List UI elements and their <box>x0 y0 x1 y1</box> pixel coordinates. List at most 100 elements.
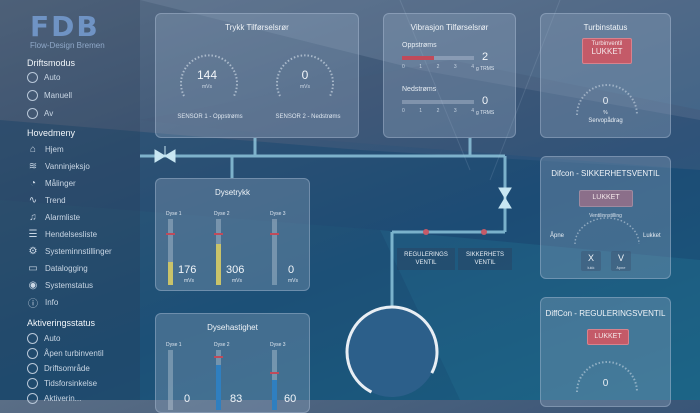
gauge-downstream-label: SENSOR 2 - Nedstrøms <box>275 114 341 120</box>
vibration-upstream-unit: g TRMS <box>476 66 495 72</box>
gauge-downstream-unit: mVs <box>300 84 310 90</box>
safety-close-button[interactable]: X lukk <box>581 251 601 271</box>
nozzle-speed-title: Dysehastighet <box>207 323 258 332</box>
activation-open-valve: Åpen turbinventil <box>27 346 104 360</box>
menu-item-measurements[interactable]: ◔ Målinger <box>27 176 76 190</box>
mode-auto[interactable]: Auto <box>27 70 60 84</box>
gauge-upstream-unit: mVs <box>202 84 212 90</box>
menu-item-datalog[interactable]: ▭ Datalogging <box>28 262 88 274</box>
menu-item-events[interactable]: ☰ Hendelsesliste <box>28 228 98 240</box>
vibration-downstream-bar <box>402 100 474 104</box>
gauge-upstream-icon <box>180 54 238 97</box>
home-icon: ⌂ <box>29 143 37 155</box>
safety-closed-label: Lukket <box>643 233 661 239</box>
menu-item-info[interactable]: ⓘ Info <box>28 297 59 310</box>
turbine-status-card: Turbinstatus Turbinventil LUKKET 0 % Ser… <box>540 13 671 138</box>
menu-item-home[interactable]: ⌂ Hjem <box>27 142 64 156</box>
menu-title: Hovedmeny <box>27 128 76 138</box>
safety-card-title: Difcon - SIKKERHETSVENTIL <box>551 169 660 178</box>
gauge-upstream-label: SENSOR 1 - Oppstrøms <box>177 114 243 120</box>
status-dot-icon <box>27 377 38 389</box>
dp-bar-2-label: Dyse 2 <box>214 211 230 217</box>
dp-bar-1-value: 176 <box>178 264 197 276</box>
mode-title: Driftsmodus <box>27 58 76 68</box>
dp-bar-3-unit: mVs <box>288 278 298 284</box>
status-dot-icon <box>27 332 38 344</box>
valve-setting-arc-icon <box>574 217 640 245</box>
dp-bar-2-value: 306 <box>226 264 245 276</box>
servo-caption: Servopådrag <box>588 118 623 124</box>
status-icon: ◉ <box>28 279 38 291</box>
servo-gauge-icon <box>576 84 638 116</box>
safety-valve-status: LUKKET <box>579 190 633 207</box>
safety-valve-card: Difcon - SIKKERHETSVENTIL LUKKET Ventili… <box>540 156 671 279</box>
radio-icon <box>27 89 38 101</box>
nozzle-speed-card: Dysehastighet Dyse 1 0 Dyse 2 83 Dyse 3 … <box>155 313 310 413</box>
vibration-downstream-label: Nedstrøms <box>402 86 437 93</box>
ds-bar-3-label: Dyse 3 <box>270 342 286 348</box>
vibration-upstream-label: Oppstrøms <box>402 42 437 49</box>
status-dot-icon <box>27 347 38 359</box>
regulating-value: 0 <box>602 378 609 389</box>
radio-icon <box>27 71 38 83</box>
status-dot-icon <box>27 362 38 374</box>
dp-bar-3-label: Dyse 3 <box>270 211 286 217</box>
vibration-downstream-value: 0 <box>482 95 489 107</box>
turbine-symbol <box>345 305 439 399</box>
status-dot-icon <box>27 392 38 404</box>
list-icon: ☰ <box>28 228 38 240</box>
regulating-valve-status: LUKKET <box>587 329 629 345</box>
menu-item-water[interactable]: ≋ Vanninjeksjo <box>28 160 90 172</box>
vibration-downstream-unit: g TRMS <box>476 110 495 116</box>
safety-open-label: Åpne <box>550 233 565 239</box>
menu-item-status[interactable]: ◉ Systemstatus <box>28 279 94 291</box>
dp-bar-1-unit: mVs <box>184 278 194 284</box>
gauge-icon: ◔ <box>29 177 37 189</box>
ds-bar-3 <box>270 350 279 410</box>
logo: FDB <box>30 10 100 43</box>
gear-icon: ⚙ <box>28 245 38 257</box>
dp-bar-2-unit: mVs <box>232 278 242 284</box>
ds-bar-2 <box>214 350 223 410</box>
safety-valve-label: SIKKERHETS VENTIL <box>458 248 512 270</box>
pressure-card-title: Trykk Tilførselsrør <box>225 23 289 32</box>
vibration-upstream-bar <box>402 56 474 60</box>
mode-manual[interactable]: Manuell <box>27 88 72 102</box>
turbine-valve-status: Turbinventil LUKKET <box>582 38 632 64</box>
gauge-upstream-value: 144 <box>196 68 218 82</box>
trend-icon: ∿ <box>28 194 38 206</box>
dp-bar-2 <box>214 219 223 285</box>
dp-bar-3-value: 0 <box>288 264 295 276</box>
pipe-diagram <box>140 138 512 399</box>
radio-icon <box>27 107 38 119</box>
safety-setting-label: Ventilinnstilling <box>589 213 622 219</box>
sidebar <box>0 0 140 400</box>
gauge-downstream-value: 0 <box>301 68 309 82</box>
ds-bar-1 <box>168 350 173 410</box>
mode-off[interactable]: Av <box>27 106 53 120</box>
vibration-card-title: Vibrasjon Tilførselsrør <box>410 23 489 32</box>
regulating-valve-card: DiffCon - REGULERINGSVENTIL LUKKET 0 <box>540 297 671 407</box>
activation-delay: Tidsforsinkelse <box>27 376 97 390</box>
servo-value: 0 <box>602 96 609 107</box>
ds-bar-2-label: Dyse 2 <box>214 342 230 348</box>
menu-item-settings[interactable]: ⚙ Systeminnstillinger <box>28 245 112 257</box>
activation-operating-range: Driftsområde <box>27 361 90 375</box>
regulating-gauge-icon <box>576 361 638 393</box>
gauge-downstream-icon <box>276 54 334 97</box>
regulating-valve-label: REGULERINGS VENTIL <box>397 248 455 270</box>
ds-bar-3-value: 60 <box>284 393 297 405</box>
dp-bar-1 <box>166 219 175 285</box>
pressure-card: Trykk Tilførselsrør 144 mVs SENSOR 1 - O… <box>155 13 359 138</box>
activation-title: Aktiveringsstatus <box>27 318 96 328</box>
safety-open-button[interactable]: V åpne <box>611 251 631 271</box>
menu-item-trend[interactable]: ∿ Trend <box>28 194 66 206</box>
menu-item-alarms[interactable]: ♫ Alarmliste <box>27 210 80 224</box>
ds-bar-2-value: 83 <box>230 393 243 405</box>
nozzle-pressure-title: Dysetrykk <box>214 188 251 197</box>
water-icon: ≋ <box>28 160 38 172</box>
dp-bar-3 <box>270 219 279 285</box>
